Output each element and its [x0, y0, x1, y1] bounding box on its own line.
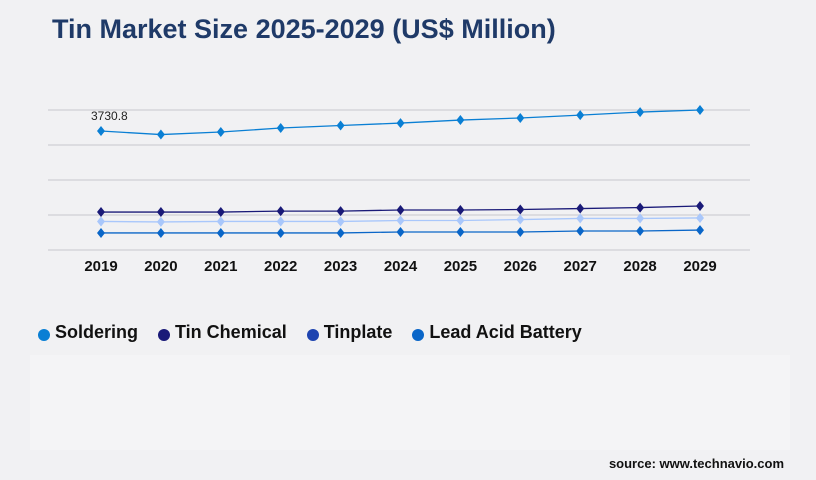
x-tick-label: 2028: [623, 258, 656, 275]
data-point: [456, 215, 465, 226]
data-point: [276, 123, 285, 134]
x-tick-label: 2021: [204, 258, 237, 275]
legend-item: Tin Chemical: [158, 322, 287, 343]
source-label: source: www.technavio.com: [608, 456, 784, 471]
x-tick-label: 2027: [564, 258, 597, 275]
data-point: [336, 206, 345, 217]
data-point: [696, 200, 704, 211]
data-point: [156, 129, 165, 140]
data-point: [156, 227, 165, 238]
data-point: [636, 226, 645, 237]
legend-marker-icon: [306, 328, 319, 341]
data-point: [576, 110, 585, 121]
data-point: [216, 216, 225, 227]
x-tick-label: 2022: [264, 258, 297, 275]
data-point: [456, 226, 465, 237]
legend: Soldering Tin Chemical Tinplate Lead Acid B…: [38, 322, 582, 343]
data-label: 3730.8: [91, 109, 128, 123]
data-point: [97, 227, 105, 238]
data-point: [396, 226, 405, 237]
data-point: [336, 216, 345, 227]
lower-panel: [30, 355, 790, 450]
data-point: [216, 227, 225, 238]
chart-title: Tin Market Size 2025-2029 (US$ Million): [52, 14, 556, 44]
data-point: [576, 213, 585, 224]
x-tick-label: 2019: [84, 258, 117, 275]
data-point: [276, 216, 285, 227]
legend-marker-icon: [412, 328, 425, 341]
data-point: [97, 216, 105, 227]
data-point: [216, 207, 225, 218]
data-point: [636, 107, 645, 118]
legend-item: Tinplate: [306, 322, 393, 343]
data-point: [516, 226, 525, 237]
data-point: [516, 214, 525, 225]
legend-item: Lead Acid Battery: [412, 322, 582, 343]
legend-label: Lead Acid Battery: [429, 322, 582, 342]
data-point: [636, 202, 645, 213]
data-point: [696, 225, 704, 236]
data-point: [276, 206, 285, 217]
data-point: [97, 126, 105, 137]
legend-label: Tin Chemical: [175, 322, 287, 342]
data-point: [576, 226, 585, 237]
legend-label: Tinplate: [323, 322, 393, 342]
data-point: [336, 120, 345, 131]
x-tick-label: 2029: [683, 258, 716, 275]
x-tick-label: 2026: [504, 258, 537, 275]
x-tick-label: 2020: [144, 258, 177, 275]
data-point: [516, 204, 525, 215]
data-point: [576, 203, 585, 214]
line-chart: 2019 2020 2021 2022 2023 2024 2025 2026 2027 2028…: [48, 105, 750, 275]
data-point: [396, 215, 405, 226]
x-tick-label: 2024: [384, 258, 418, 275]
data-point: [456, 115, 465, 126]
data-point: [456, 204, 465, 215]
data-point: [97, 207, 105, 218]
data-point: [156, 207, 165, 218]
x-tick-label: 2023: [324, 258, 357, 275]
data-point: [396, 204, 405, 215]
data-point: [156, 216, 165, 227]
data-point: [276, 227, 285, 238]
data-point: [396, 118, 405, 129]
legend-label: Soldering: [55, 322, 139, 342]
data-point: [336, 227, 345, 238]
legend-marker-icon: [158, 328, 171, 341]
data-point: [636, 213, 645, 224]
data-point: [216, 127, 225, 138]
legend-item: Soldering: [38, 322, 138, 343]
data-point: [516, 112, 525, 123]
data-point: [696, 212, 704, 223]
legend-marker-icon: [38, 328, 50, 341]
x-tick-label: 2025: [444, 258, 477, 275]
data-point: [696, 105, 704, 115]
